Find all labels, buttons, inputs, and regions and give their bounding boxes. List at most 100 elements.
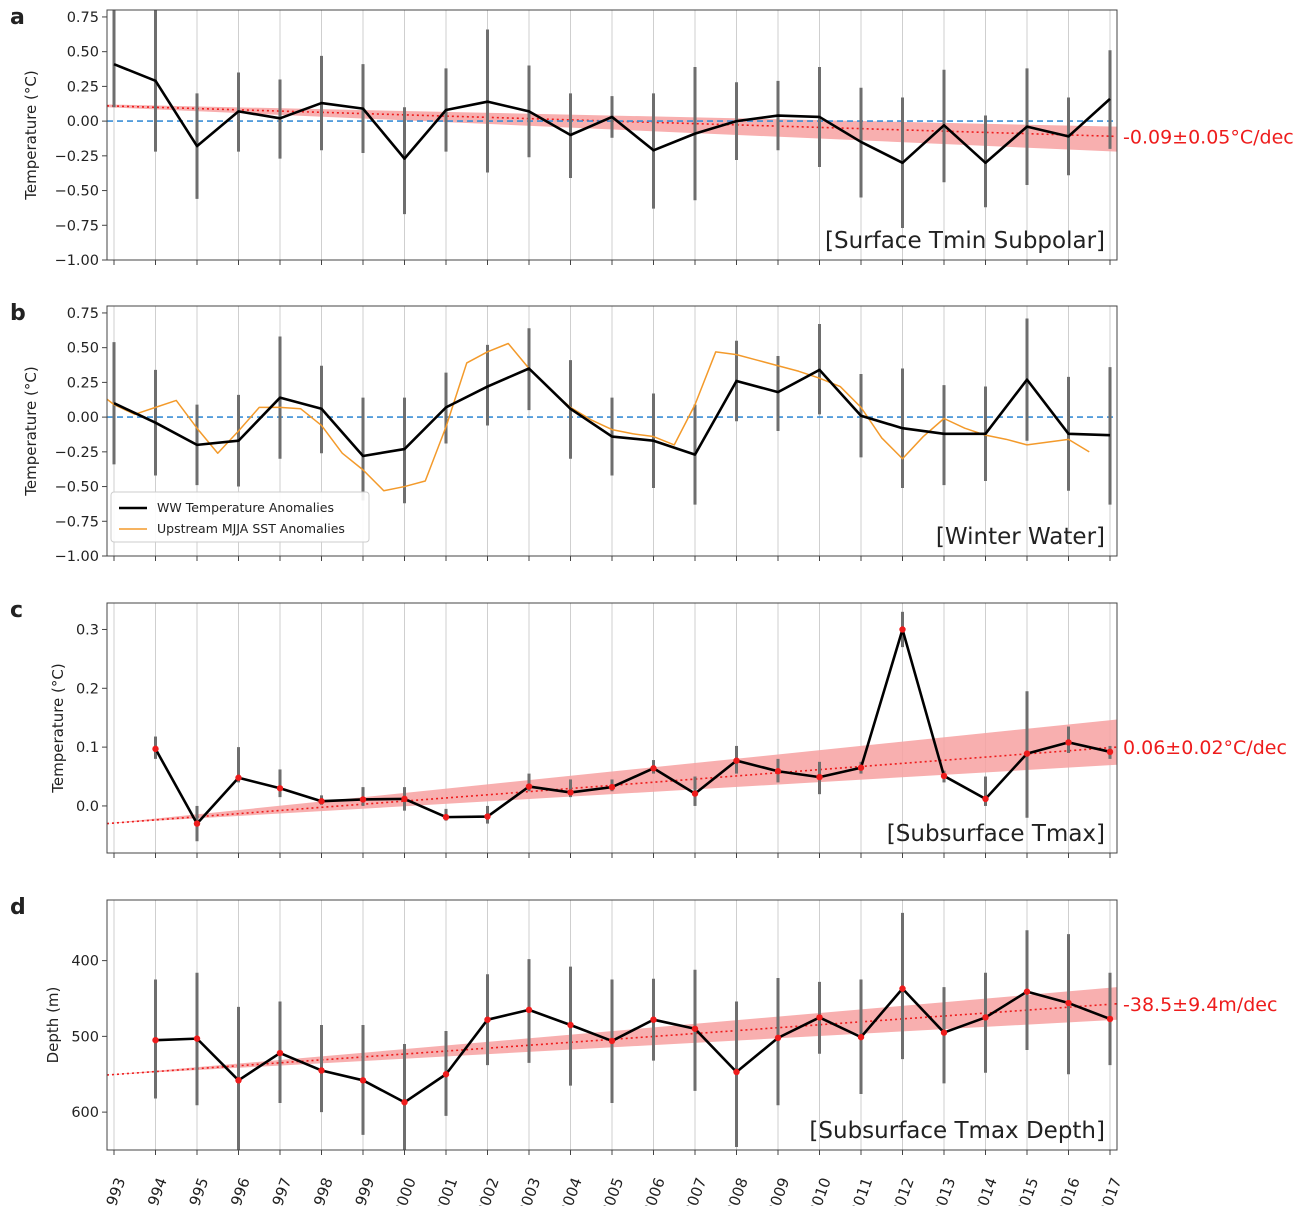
y-tick-label: 0.00: [67, 410, 99, 426]
y-tick-label: −0.25: [55, 445, 99, 461]
x-tick-label: 2000: [390, 1175, 420, 1206]
sst-series-line: [107, 342, 1090, 492]
data-point: [359, 796, 367, 803]
x-tick-label: 2006: [639, 1175, 669, 1206]
main-series-line: [154, 628, 1111, 825]
data-point: [1065, 999, 1072, 1007]
data-point: [442, 813, 450, 821]
x-tick-label: 2014: [971, 1175, 1001, 1206]
data-point: [276, 785, 284, 792]
data-point: [318, 1067, 325, 1074]
trend-confidence-band: [107, 987, 1117, 1075]
plot-area: [107, 306, 1117, 556]
data-point: [650, 1016, 657, 1023]
panel-a: 0.75 0.50 0.25 0.00 −0.25 −0.50 −0.75 −1.00 Temp…: [10, 5, 1294, 269]
y-tick-label: 0.0: [76, 799, 99, 815]
data-point: [193, 1035, 201, 1042]
data-point: [774, 1034, 782, 1042]
data-point: [567, 1021, 574, 1029]
legend-label: Upstream MJJA SST Anomalies: [157, 521, 345, 536]
x-tick-label: 2005: [597, 1175, 627, 1206]
data-point: [1106, 748, 1114, 756]
y-tick-label: 0.75: [67, 306, 99, 322]
x-tick-label: 2008: [722, 1175, 752, 1206]
y-tick-label: 0.3: [76, 622, 99, 638]
main-series-line: [113, 367, 1111, 458]
y-tick-label: −1.00: [55, 549, 99, 565]
legend: WW Temperature Anomalies Upstream MJJA SS…: [110, 491, 370, 543]
data-point: [525, 1006, 533, 1014]
data-point: [691, 790, 699, 797]
data-point: [857, 764, 865, 771]
trend-rate-label: 0.06±0.02°C/dec: [1123, 737, 1287, 759]
data-point: [940, 1029, 948, 1036]
data-point: [235, 774, 242, 781]
data-point: [1023, 750, 1031, 757]
data-point: [442, 1071, 450, 1078]
panel-title: [Surface Tmin Subpolar]: [825, 228, 1105, 254]
data-point: [899, 985, 906, 992]
panel-b: 0.75 0.50 0.25 0.00 −0.25 −0.50 −0.75 −1.00 Temp…: [10, 301, 1118, 565]
trend-rate-label: -0.09±0.05°C/dec: [1123, 126, 1294, 148]
y-tick-label: 0.00: [67, 114, 99, 130]
y-tick-label: 0.25: [67, 79, 99, 95]
plot-area: [107, 603, 1117, 853]
data-point: [401, 1099, 408, 1106]
x-tick-label: 2010: [805, 1175, 835, 1206]
trend-confidence-band: [107, 719, 1117, 824]
x-tick-label: 1994: [141, 1175, 171, 1206]
plot-area: [107, 10, 1117, 260]
data-point: [733, 757, 740, 764]
y-tick-label: 500: [71, 1029, 99, 1045]
data-point: [608, 1037, 616, 1045]
x-tick-label: 2003: [514, 1175, 544, 1206]
data-point: [982, 1014, 989, 1021]
data-point: [816, 1014, 823, 1021]
y-tick-label: −0.50: [55, 184, 99, 200]
x-tick-label: 1995: [182, 1175, 212, 1206]
panel-letter: a: [10, 5, 25, 30]
panel-d: 400 500 600 Depth (m) d [Subsurface Tmax Dept…: [10, 895, 1277, 1155]
data-point: [359, 1077, 367, 1084]
y-axis-label: Temperature (°C): [49, 663, 67, 793]
y-tick-label: −0.50: [55, 480, 99, 496]
y-tick-label: −0.25: [55, 149, 99, 165]
y-tick-label: 400: [71, 954, 99, 970]
legend-box: [110, 491, 370, 543]
x-tick-label: 2017: [1095, 1175, 1125, 1206]
x-tick-label: 2009: [763, 1175, 793, 1206]
x-tick-label: 1996: [224, 1175, 254, 1206]
data-point: [276, 1049, 284, 1057]
x-tick-label: 2016: [1054, 1175, 1084, 1206]
y-tick-label: 600: [71, 1105, 99, 1121]
y-axis-label: Temperature (°C): [22, 70, 40, 200]
trend-rate-label: -38.5±9.4m/dec: [1123, 994, 1277, 1016]
data-point: [152, 1036, 159, 1044]
x-tick-label: 1997: [265, 1175, 295, 1206]
y-tick-label: 0.2: [76, 681, 99, 697]
x-tick-label: 2004: [556, 1175, 586, 1206]
y-tick-label: 0.50: [67, 341, 99, 357]
data-point: [733, 1068, 740, 1076]
x-tick-label: 2013: [929, 1175, 959, 1206]
data-point: [1106, 1015, 1114, 1023]
panel-letter: c: [10, 598, 23, 623]
y-tick-label: −0.75: [55, 218, 99, 234]
y-axis-label: Depth (m): [44, 987, 62, 1064]
panel-title: [Winter Water]: [936, 524, 1105, 550]
x-tick-label: 2001: [431, 1175, 461, 1206]
x-tick-label: 2015: [1012, 1175, 1042, 1206]
y-tick-label: 0.1: [76, 740, 99, 756]
panel-title: [Subsurface Tmax Depth]: [809, 1118, 1105, 1144]
data-point: [567, 789, 574, 796]
data-point: [484, 1016, 491, 1023]
data-point: [401, 795, 408, 803]
x-tick-label: 1993: [99, 1175, 129, 1206]
data-point: [235, 1077, 242, 1084]
data-point: [525, 783, 533, 790]
data-point: [691, 1025, 699, 1032]
panel-letter: d: [10, 895, 26, 920]
data-point: [318, 798, 325, 805]
data-point: [899, 626, 906, 633]
